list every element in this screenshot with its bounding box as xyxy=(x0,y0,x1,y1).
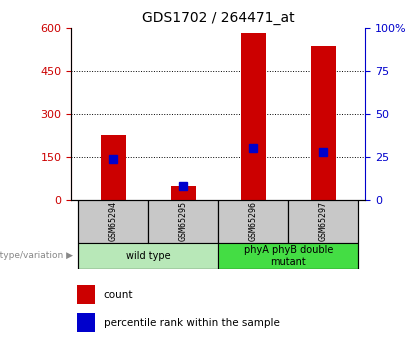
Title: GDS1702 / 264471_at: GDS1702 / 264471_at xyxy=(142,11,295,25)
Text: genotype/variation ▶: genotype/variation ▶ xyxy=(0,252,73,260)
Bar xyxy=(311,46,336,200)
Bar xyxy=(77,285,95,304)
Bar xyxy=(79,200,148,243)
Text: GSM65295: GSM65295 xyxy=(179,201,188,242)
Text: phyA phyB double
mutant: phyA phyB double mutant xyxy=(244,245,333,267)
Text: GSM65296: GSM65296 xyxy=(249,201,258,242)
Text: GSM65294: GSM65294 xyxy=(109,201,118,242)
Bar xyxy=(77,313,95,332)
Bar xyxy=(218,200,289,243)
Bar xyxy=(101,135,126,200)
Bar xyxy=(241,33,266,200)
Bar xyxy=(148,200,218,243)
Bar xyxy=(79,243,218,269)
Bar xyxy=(289,200,358,243)
Text: count: count xyxy=(104,290,133,299)
Text: wild type: wild type xyxy=(126,251,171,261)
Bar xyxy=(171,186,196,200)
Bar xyxy=(218,243,358,269)
Text: percentile rank within the sample: percentile rank within the sample xyxy=(104,318,280,327)
Text: GSM65297: GSM65297 xyxy=(319,201,328,242)
